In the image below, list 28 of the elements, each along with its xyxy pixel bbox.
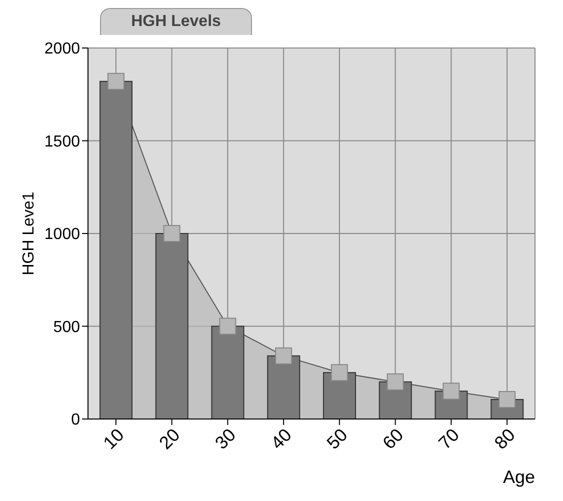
- y-tick-label: 2000: [44, 40, 80, 58]
- y-tick-label: 500: [53, 318, 80, 336]
- point: [107, 72, 124, 90]
- bar: [155, 233, 188, 419]
- y-tick-label: 1500: [44, 133, 80, 150]
- point: [163, 225, 180, 242]
- x-tick-label: 50: [322, 424, 352, 454]
- point: [330, 364, 348, 382]
- point: [442, 382, 460, 400]
- bar: [100, 80, 132, 419]
- y-axis-title: HGH Leve1: [20, 192, 38, 276]
- point: [498, 391, 516, 408]
- x-tick-label: 30: [211, 424, 240, 454]
- y-tick-label: 1000: [44, 226, 80, 244]
- point: [219, 318, 236, 335]
- x-tick-label: 40: [267, 424, 296, 454]
- x-tick-label: 20: [155, 424, 184, 454]
- chart-title: HGH Levels: [100, 8, 252, 35]
- point: [275, 347, 292, 364]
- x-tick-label: 10: [99, 424, 128, 454]
- bar: [211, 326, 244, 419]
- point: [386, 373, 404, 390]
- x-axis-title: Age: [502, 467, 535, 487]
- x-tick-label: 70: [434, 424, 464, 454]
- x-tick-label: 60: [378, 424, 408, 454]
- y-tick-label: 0: [71, 412, 80, 429]
- x-tick-label: 80: [490, 424, 519, 454]
- bar: [267, 355, 300, 419]
